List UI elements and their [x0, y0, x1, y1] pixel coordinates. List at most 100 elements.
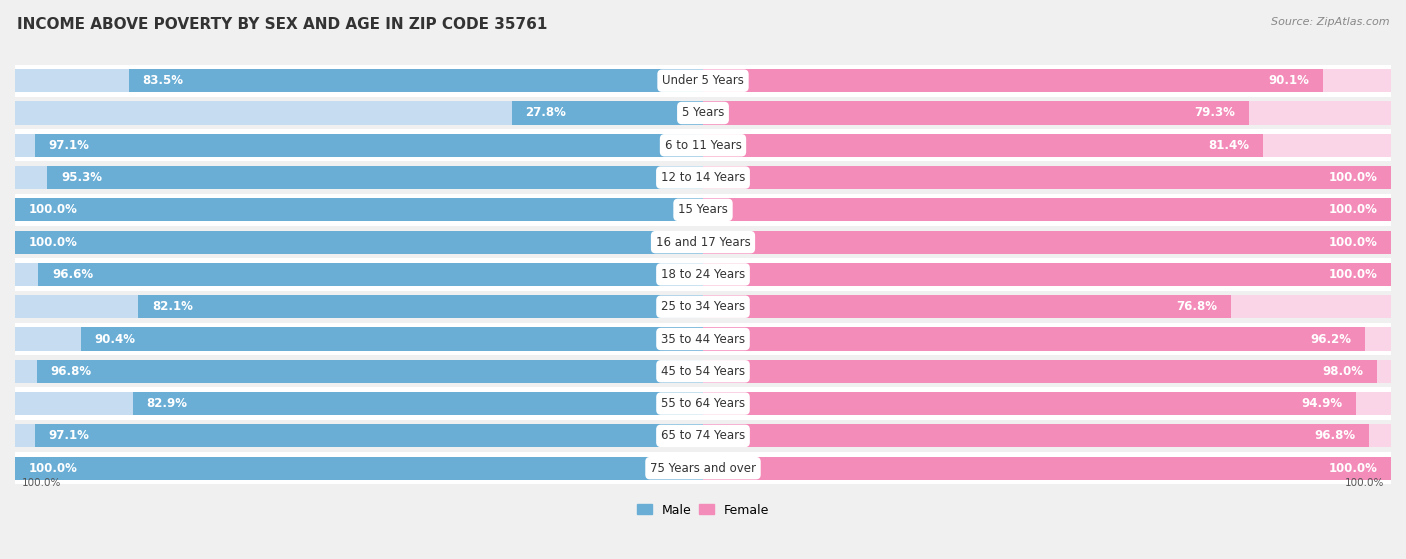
Bar: [35, 424, 703, 448]
Bar: [703, 166, 1391, 189]
Text: 55 to 64 Years: 55 to 64 Years: [661, 397, 745, 410]
Bar: [703, 69, 1391, 92]
Bar: [703, 101, 1391, 125]
Bar: [38, 263, 703, 286]
Text: Source: ZipAtlas.com: Source: ZipAtlas.com: [1271, 17, 1389, 27]
Text: 90.1%: 90.1%: [1268, 74, 1309, 87]
FancyBboxPatch shape: [15, 387, 1391, 420]
Bar: [15, 328, 703, 350]
Text: 5 Years: 5 Years: [682, 107, 724, 120]
Bar: [703, 392, 1355, 415]
Bar: [703, 328, 1391, 350]
Text: 96.6%: 96.6%: [52, 268, 93, 281]
Text: 6 to 11 Years: 6 to 11 Years: [665, 139, 741, 152]
Bar: [703, 457, 1391, 480]
Text: 97.1%: 97.1%: [49, 429, 90, 442]
Text: 15 Years: 15 Years: [678, 203, 728, 216]
Text: 90.4%: 90.4%: [94, 333, 136, 345]
Bar: [15, 134, 703, 157]
Bar: [48, 166, 703, 189]
Bar: [703, 198, 1391, 221]
Text: 27.8%: 27.8%: [526, 107, 567, 120]
FancyBboxPatch shape: [15, 64, 1391, 97]
FancyBboxPatch shape: [15, 355, 1391, 387]
Text: 76.8%: 76.8%: [1177, 300, 1218, 313]
FancyBboxPatch shape: [15, 323, 1391, 355]
Bar: [703, 424, 1369, 448]
Text: 100.0%: 100.0%: [1344, 478, 1384, 488]
Bar: [15, 101, 703, 125]
Bar: [15, 295, 703, 318]
FancyBboxPatch shape: [15, 420, 1391, 452]
Bar: [703, 166, 1391, 189]
FancyBboxPatch shape: [15, 97, 1391, 129]
Text: INCOME ABOVE POVERTY BY SEX AND AGE IN ZIP CODE 35761: INCOME ABOVE POVERTY BY SEX AND AGE IN Z…: [17, 17, 547, 32]
Text: 65 to 74 Years: 65 to 74 Years: [661, 429, 745, 442]
FancyBboxPatch shape: [15, 291, 1391, 323]
Bar: [512, 101, 703, 125]
Bar: [703, 295, 1391, 318]
Bar: [15, 457, 703, 480]
Text: 82.1%: 82.1%: [152, 300, 193, 313]
Text: 95.3%: 95.3%: [60, 171, 103, 184]
Text: 79.3%: 79.3%: [1194, 107, 1234, 120]
Text: 100.0%: 100.0%: [28, 462, 77, 475]
Bar: [15, 69, 703, 92]
FancyBboxPatch shape: [15, 452, 1391, 484]
FancyBboxPatch shape: [15, 258, 1391, 291]
Bar: [15, 457, 703, 480]
Bar: [138, 295, 703, 318]
Text: 83.5%: 83.5%: [142, 74, 183, 87]
FancyBboxPatch shape: [15, 194, 1391, 226]
Text: 100.0%: 100.0%: [28, 236, 77, 249]
Text: 100.0%: 100.0%: [1329, 462, 1378, 475]
Bar: [703, 359, 1378, 383]
Bar: [15, 198, 703, 221]
Bar: [132, 392, 703, 415]
Text: 94.9%: 94.9%: [1301, 397, 1343, 410]
Text: 100.0%: 100.0%: [1329, 171, 1378, 184]
Bar: [37, 359, 703, 383]
FancyBboxPatch shape: [15, 226, 1391, 258]
Bar: [703, 263, 1391, 286]
Text: 96.8%: 96.8%: [1315, 429, 1355, 442]
Text: 97.1%: 97.1%: [49, 139, 90, 152]
Bar: [703, 134, 1263, 157]
Bar: [703, 328, 1365, 350]
Bar: [15, 424, 703, 448]
Text: 96.2%: 96.2%: [1310, 333, 1351, 345]
Bar: [703, 101, 1249, 125]
Bar: [15, 166, 703, 189]
Bar: [82, 328, 703, 350]
Text: 100.0%: 100.0%: [1329, 268, 1378, 281]
Text: 25 to 34 Years: 25 to 34 Years: [661, 300, 745, 313]
Bar: [128, 69, 703, 92]
Bar: [35, 134, 703, 157]
Text: 100.0%: 100.0%: [28, 203, 77, 216]
Text: 81.4%: 81.4%: [1208, 139, 1250, 152]
Bar: [15, 230, 703, 254]
Text: 82.9%: 82.9%: [146, 397, 187, 410]
Bar: [703, 392, 1391, 415]
Text: 100.0%: 100.0%: [1329, 203, 1378, 216]
Legend: Male, Female: Male, Female: [631, 499, 775, 522]
Bar: [15, 263, 703, 286]
Text: 45 to 54 Years: 45 to 54 Years: [661, 365, 745, 378]
Bar: [703, 263, 1391, 286]
Bar: [15, 359, 703, 383]
Bar: [703, 230, 1391, 254]
Text: 35 to 44 Years: 35 to 44 Years: [661, 333, 745, 345]
Bar: [15, 198, 703, 221]
Bar: [703, 424, 1391, 448]
Text: 16 and 17 Years: 16 and 17 Years: [655, 236, 751, 249]
Text: 18 to 24 Years: 18 to 24 Years: [661, 268, 745, 281]
Bar: [703, 198, 1391, 221]
Bar: [703, 230, 1391, 254]
Text: 100.0%: 100.0%: [22, 478, 62, 488]
Text: 98.0%: 98.0%: [1323, 365, 1364, 378]
FancyBboxPatch shape: [15, 129, 1391, 162]
Text: 75 Years and over: 75 Years and over: [650, 462, 756, 475]
Bar: [703, 69, 1323, 92]
Bar: [703, 359, 1391, 383]
Text: Under 5 Years: Under 5 Years: [662, 74, 744, 87]
